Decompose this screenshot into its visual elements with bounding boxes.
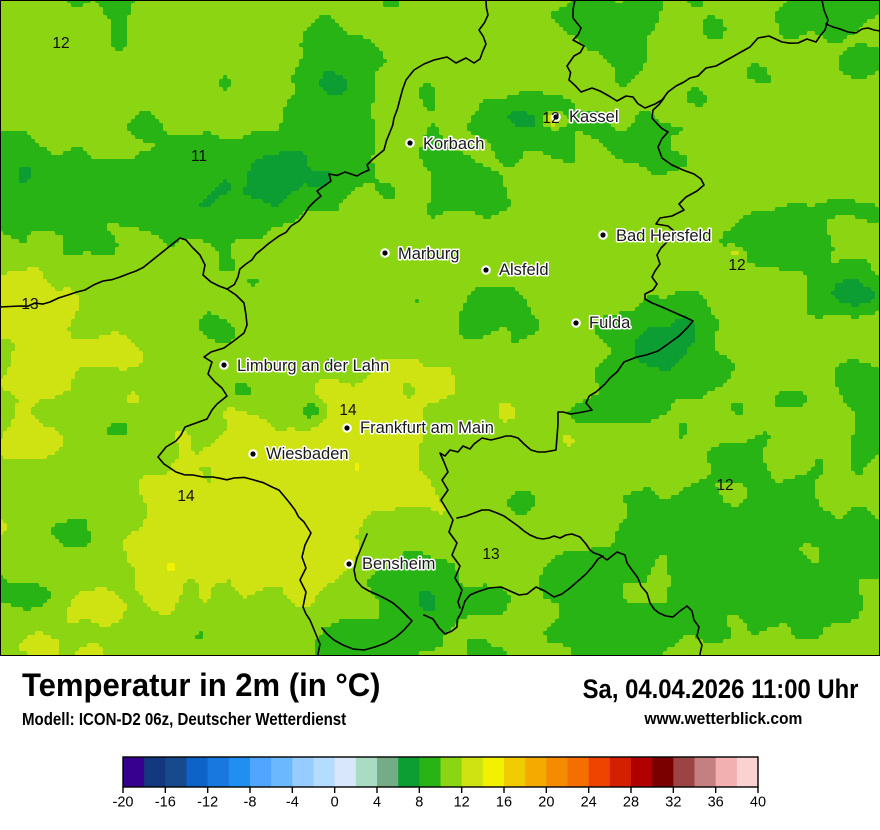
svg-text:Bad Hersfeld: Bad Hersfeld (616, 227, 711, 245)
svg-text:Alsfeld: Alsfeld (499, 261, 549, 279)
svg-text:13: 13 (21, 296, 38, 313)
svg-text:Bensheim: Bensheim (362, 555, 435, 573)
svg-text:32: 32 (665, 795, 681, 811)
svg-text:Kassel: Kassel (569, 108, 619, 126)
svg-text:28: 28 (623, 795, 639, 811)
svg-text:Limburg an der Lahn: Limburg an der Lahn (237, 357, 389, 375)
svg-text:Wiesbaden: Wiesbaden (266, 445, 349, 463)
svg-text:Marburg: Marburg (398, 245, 459, 263)
svg-text:40: 40 (750, 795, 766, 811)
svg-text:4: 4 (373, 795, 381, 811)
svg-text:36: 36 (708, 795, 724, 811)
svg-text:-20: -20 (113, 795, 134, 811)
svg-text:11: 11 (191, 148, 207, 165)
svg-text:12: 12 (542, 110, 559, 127)
svg-text:20: 20 (538, 795, 554, 811)
svg-text:12: 12 (728, 257, 745, 274)
svg-text:24: 24 (581, 795, 597, 811)
svg-text:0: 0 (331, 795, 339, 811)
svg-text:14: 14 (177, 488, 195, 505)
svg-text:14: 14 (339, 402, 357, 419)
svg-text:13: 13 (482, 546, 499, 563)
svg-text:-4: -4 (286, 795, 299, 811)
svg-text:-8: -8 (244, 795, 257, 811)
svg-text:8: 8 (415, 795, 423, 811)
svg-text:12: 12 (52, 35, 69, 52)
svg-text:12: 12 (716, 477, 733, 494)
svg-text:Fulda: Fulda (589, 314, 631, 332)
svg-text:-16: -16 (155, 795, 176, 811)
svg-text:Frankfurt am Main: Frankfurt am Main (360, 419, 494, 437)
svg-text:Korbach: Korbach (423, 135, 484, 153)
svg-text:16: 16 (496, 795, 512, 811)
svg-text:12: 12 (454, 795, 470, 811)
svg-text:-12: -12 (197, 795, 218, 811)
